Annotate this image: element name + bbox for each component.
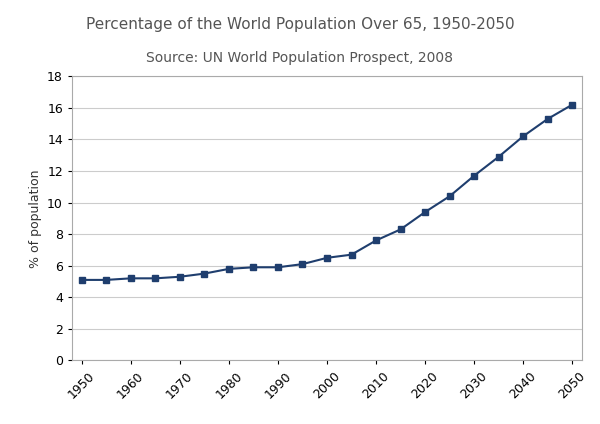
Text: Percentage of the World Population Over 65, 1950-2050: Percentage of the World Population Over … (86, 17, 514, 32)
Text: Source: UN World Population Prospect, 2008: Source: UN World Population Prospect, 20… (146, 51, 454, 65)
Y-axis label: % of population: % of population (29, 169, 41, 268)
